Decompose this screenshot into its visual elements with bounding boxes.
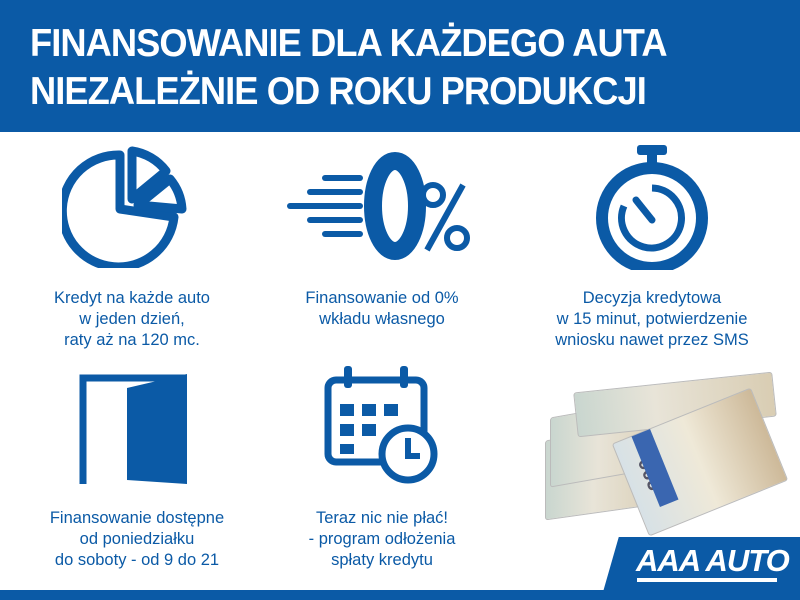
zero-percent-icon xyxy=(287,152,470,260)
feature-text: Finansowanie od 0% xyxy=(305,289,459,307)
logo-background xyxy=(603,537,800,592)
feature-credit-any-car: Kredyt na każde auto w jeden dzień, raty… xyxy=(2,288,262,351)
headline-line-2: NIEZALEŻNIE OD ROKU PRODUKCJI xyxy=(30,70,647,113)
header-banner: FINANSOWANIE DLA KAŻDEGO AUTA NIEZALEŻNI… xyxy=(0,0,800,132)
pie-chart-icon xyxy=(62,146,187,268)
headline-line-1: FINANSOWANIE DLA KAŻDEGO AUTA xyxy=(30,22,668,65)
stopwatch-icon xyxy=(596,145,708,270)
feature-text: do soboty - od 9 do 21 xyxy=(54,551,220,569)
feature-text: - program odłożenia xyxy=(308,530,456,548)
feature-text: spłaty kredytu xyxy=(331,551,433,569)
feature-text: Teraz nic nie płać! xyxy=(315,509,449,527)
feature-zero-down: Finansowanie od 0% wkładu własnego xyxy=(252,288,512,330)
feature-text: w jeden dzień, xyxy=(79,310,185,328)
feature-text: Decyzja kredytowa xyxy=(582,289,722,307)
banknote-stack-image: 200 xyxy=(545,371,789,537)
feature-text: od poniedziałku xyxy=(79,530,195,548)
feature-credit-decision: Decyzja kredytowa w 15 minut, potwierdze… xyxy=(522,288,782,351)
aaa-auto-logo: AAA AUTO xyxy=(636,543,790,578)
feature-opening-hours: Finansowanie dostępne od poniedziałku do… xyxy=(7,508,267,571)
feature-payment-deferral: Teraz nic nie płać! - program odłożenia … xyxy=(252,508,512,571)
feature-text: w 15 minut, potwierdzenie xyxy=(556,310,748,328)
feature-text: Kredyt na każde auto xyxy=(54,289,210,307)
feature-text: Finansowanie dostępne xyxy=(49,509,225,527)
logo-underline xyxy=(637,578,777,582)
calendar-clock-icon xyxy=(324,366,438,484)
footer-bar xyxy=(0,590,800,600)
door-icon xyxy=(79,374,187,484)
feature-text: wniosku nawet przez SMS xyxy=(555,331,749,349)
feature-text: raty aż na 120 mc. xyxy=(64,331,200,349)
feature-text: wkładu własnego xyxy=(319,310,445,328)
